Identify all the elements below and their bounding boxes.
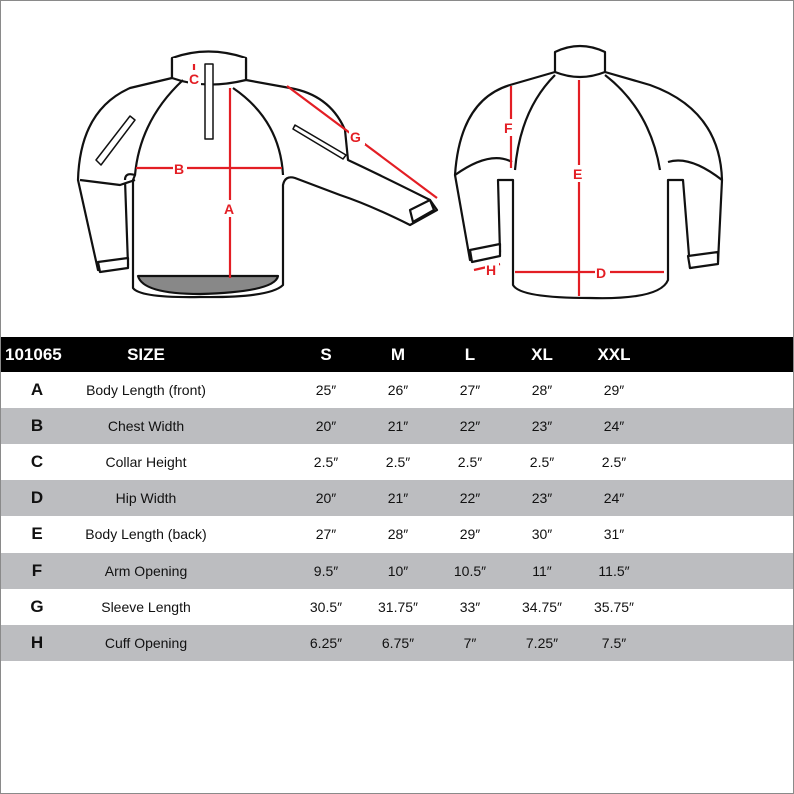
label-c: C <box>189 71 199 87</box>
measure-value: 6.25″ <box>309 634 343 651</box>
size-header-s: S <box>320 344 332 364</box>
measure-value: 33″ <box>459 598 481 615</box>
measure-value: 30.5″ <box>309 598 343 615</box>
measure-value: 20″ <box>315 418 337 435</box>
product-code: 101065 <box>5 344 62 364</box>
measure-value: 7.25″ <box>525 634 559 651</box>
table-row: F Arm Opening 9.5″ 10″ 10.5″ 11″ 11.5″ <box>1 552 793 589</box>
measure-code: G <box>30 596 44 616</box>
label-g: G <box>350 129 361 145</box>
measure-value: 29″ <box>603 382 625 398</box>
measure-value: 11″ <box>532 562 552 579</box>
measure-value: 2.5″ <box>529 454 555 471</box>
table-row: C Collar Height 2.5″ 2.5″ 2.5″ 2.5″ 2.5″ <box>1 444 793 480</box>
measure-value: 2.5″ <box>601 454 627 471</box>
measure-value: 24″ <box>603 490 625 507</box>
measure-value: 31″ <box>603 526 625 543</box>
measure-value: 20″ <box>315 490 337 507</box>
table-row: A Body Length (front) 25″ 26″ 27″ 28″ 29″ <box>1 372 793 408</box>
table-row: D Hip Width 20″ 21″ 22″ 23″ 24″ <box>1 480 793 517</box>
label-a: A <box>224 201 234 217</box>
table-row: H Cuff Opening 6.25″ 6.75″ 7″ 7.25″ 7.5″ <box>1 624 793 661</box>
measure-value: 10″ <box>387 562 409 579</box>
size-header-l: L <box>464 344 476 364</box>
measure-name: Hip Width <box>115 490 177 507</box>
label-d: D <box>596 265 606 281</box>
table-row: E Body Length (back) 27″ 28″ 29″ 30″ 31″ <box>1 516 793 552</box>
label-f: F <box>504 120 513 136</box>
measure-value: 27″ <box>315 526 337 543</box>
measure-name: Collar Height <box>105 454 187 471</box>
measure-name: Body Length (front) <box>86 382 206 398</box>
measure-value: 22″ <box>459 418 481 435</box>
back-jacket-drawing <box>453 44 724 300</box>
measure-name: Sleeve Length <box>101 598 191 615</box>
measure-name: Chest Width <box>107 418 185 435</box>
measure-value: 23″ <box>531 490 553 507</box>
measure-value: 24″ <box>603 418 625 435</box>
measure-code: C <box>30 452 44 472</box>
measure-code: E <box>31 524 43 544</box>
measure-value: 28″ <box>387 526 409 543</box>
measure-value: 21″ <box>387 418 409 435</box>
measure-value: 27″ <box>459 382 481 398</box>
front-jacket-drawing <box>76 50 439 299</box>
size-header-xxl: XXL <box>597 344 631 364</box>
jacket-diagram: C A B G F E D H <box>76 44 724 300</box>
measure-value: 6.75″ <box>381 634 415 651</box>
table-row: G Sleeve Length 30.5″ 31.75″ 33″ 34.75″ 35.75″ <box>1 589 793 625</box>
measure-value: 11.5″ <box>598 562 630 579</box>
measure-value: 29″ <box>459 526 481 543</box>
measure-value: 30″ <box>531 526 553 543</box>
measure-value: 10.5″ <box>453 562 487 579</box>
measure-value: 2.5″ <box>457 454 483 471</box>
measure-value: 26″ <box>387 382 409 398</box>
measure-code: B <box>30 416 44 436</box>
size-table-header: 101065 SIZE S M L XL XXL <box>1 337 793 372</box>
measure-code: H <box>30 632 44 652</box>
measure-value: 7.5″ <box>601 634 627 651</box>
measure-value: 31.75″ <box>378 598 418 615</box>
size-header-xl: XL <box>531 344 553 364</box>
size-header-m: M <box>390 344 406 364</box>
measurement-labels: C A B G F E D H <box>173 70 610 281</box>
measure-code: A <box>30 380 44 399</box>
measure-value: 22″ <box>459 490 481 507</box>
label-e: E <box>573 166 582 182</box>
measure-value: 28″ <box>531 382 553 398</box>
measure-value: 25″ <box>315 382 337 398</box>
measure-name: Cuff Opening <box>104 634 188 651</box>
size-column-header: SIZE <box>127 344 165 364</box>
measure-value: 35.75″ <box>594 598 634 615</box>
measure-code: D <box>30 488 44 508</box>
measure-value: 7″ <box>463 634 477 651</box>
measure-value: 9.5″ <box>313 562 339 579</box>
measure-name: Body Length (back) <box>85 526 207 543</box>
label-h: H <box>486 262 496 278</box>
measure-code: F <box>31 560 43 580</box>
label-b: B <box>174 161 184 177</box>
measure-value: 2.5″ <box>313 454 339 471</box>
table-row: B Chest Width 20″ 21″ 22″ 23″ 24″ <box>1 408 793 445</box>
measure-value: 23″ <box>531 418 553 435</box>
measure-value: 2.5″ <box>385 454 411 471</box>
measure-value: 21″ <box>387 490 409 507</box>
measure-name: Arm Opening <box>104 562 188 579</box>
measure-value: 34.75″ <box>522 598 562 615</box>
